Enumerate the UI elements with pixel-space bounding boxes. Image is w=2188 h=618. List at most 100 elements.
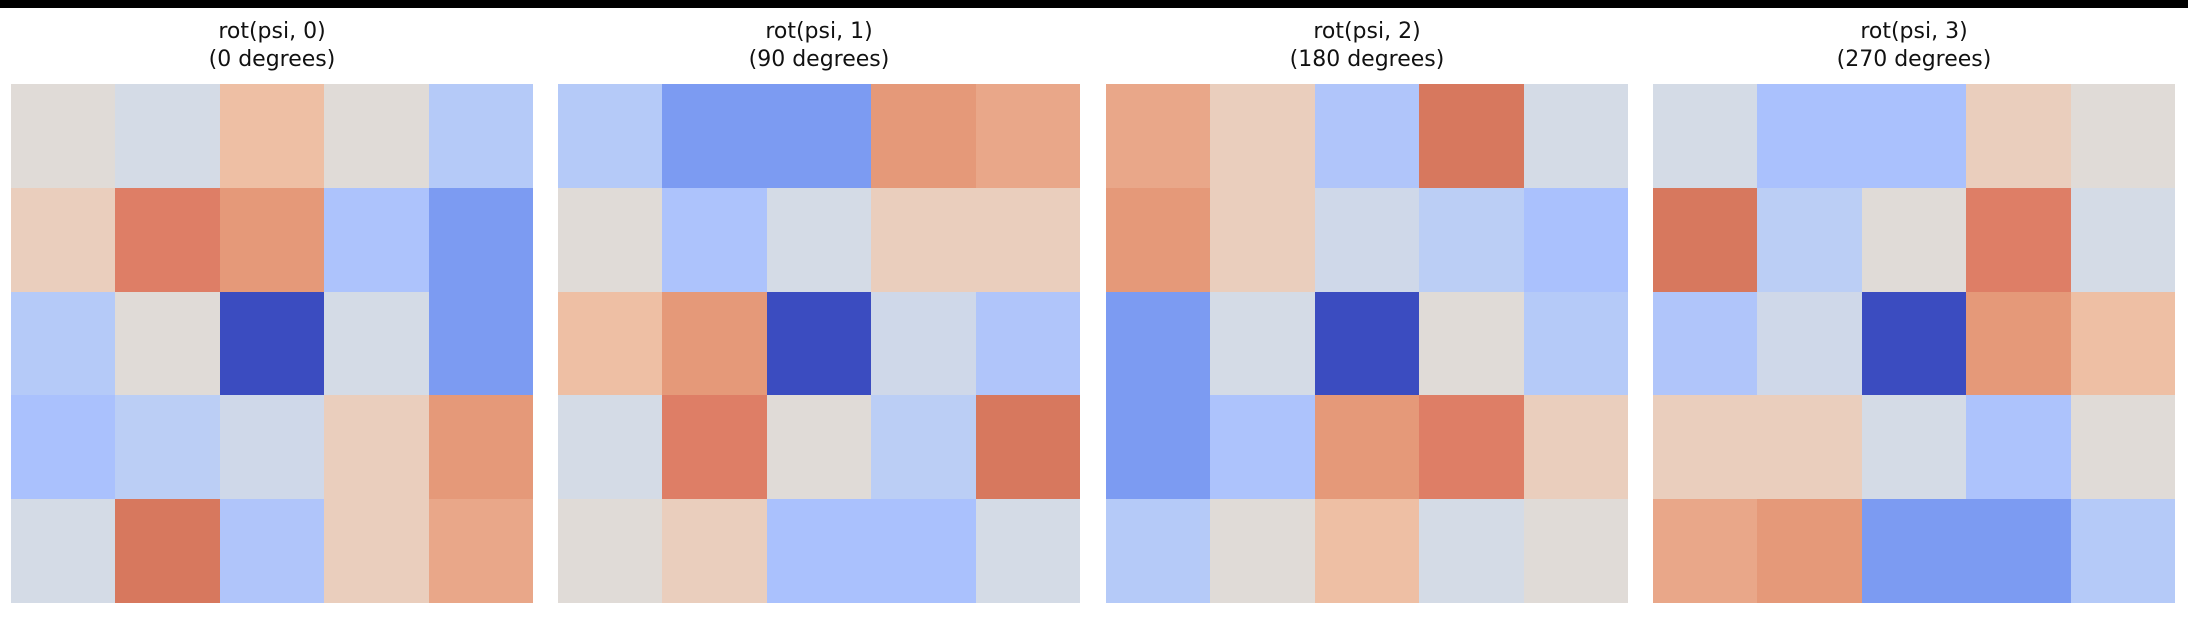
heatmap-cell [975,291,1080,396]
heatmap-cell [871,84,976,188]
heatmap-cell [1966,291,2071,396]
heatmap-cell [1210,84,1315,188]
heatmap-cell [1861,499,1967,603]
heatmap-cell [975,187,1080,292]
heatmap-cell [1106,291,1211,396]
heatmap-cell [219,187,325,292]
panel-title: rot(psi, 3) (270 degrees) [1653,18,2175,74]
heatmap-cell [871,499,976,603]
heatmap-cell [558,187,663,292]
heatmap-cell [1653,84,1758,188]
heatmap-cell [428,84,533,188]
panel-title-line1: rot(psi, 3) [1860,19,1968,44]
heatmap-cell [1757,291,1862,396]
heatmap-cell [324,291,429,396]
heatmap-cell [115,84,220,188]
heatmap-cell [558,395,663,500]
heatmap-cell [975,499,1080,603]
heatmap-cell [1757,499,1862,603]
heatmap-cell [11,395,116,500]
heatmap-cell [2070,291,2175,396]
heatmap-cell [1966,84,2071,188]
heatmap-cell [1106,187,1211,292]
heatmap-cell [766,291,872,396]
heatmap-cell [1210,499,1315,603]
heatmap-cell [428,395,533,500]
heatmap-cell [11,499,116,603]
heatmap-cell [1861,84,1967,188]
heatmap-cell [766,84,872,188]
heatmap-cell [1106,499,1211,603]
heatmap-grid [1653,84,2175,603]
heatmap-cell [324,395,429,500]
heatmap-cell [1314,84,1420,188]
heatmap-cell [1314,291,1420,396]
heatmap-cell [1653,187,1758,292]
panel-title: rot(psi, 0) (0 degrees) [11,18,533,74]
heatmap-panel: rot(psi, 3) (270 degrees) [1653,0,2175,618]
top-border [0,0,2188,8]
heatmap-cell [975,395,1080,500]
heatmap-cell [662,499,767,603]
heatmap-cell [1523,395,1628,500]
heatmap-cell [11,291,116,396]
panel-title-line2: (180 degrees) [1289,47,1445,72]
heatmap-cell [558,291,663,396]
heatmap-cell [1419,291,1524,396]
heatmap-cell [1314,395,1420,500]
heatmap-panel: rot(psi, 2) (180 degrees) [1106,0,1628,618]
heatmap-cell [115,187,220,292]
heatmap-cell [871,187,976,292]
heatmap-cell [1653,499,1758,603]
heatmap-cell [558,499,663,603]
heatmap-cell [1757,187,1862,292]
heatmap-panel: rot(psi, 0) (0 degrees) [11,0,533,618]
heatmap-cell [1523,499,1628,603]
panel-title-line2: (270 degrees) [1836,47,1992,72]
heatmap-cell [219,499,325,603]
heatmap-cell [324,499,429,603]
heatmap-grid [1106,84,1628,603]
heatmap-cell [766,499,872,603]
heatmap-cell [1419,187,1524,292]
heatmap-cell [428,499,533,603]
heatmap-cell [2070,84,2175,188]
heatmap-cell [1210,291,1315,396]
heatmap-cell [1106,84,1211,188]
heatmap-cell [766,395,872,500]
heatmap-cell [1966,395,2071,500]
heatmap-cell [2070,187,2175,292]
heatmap-cell [115,395,220,500]
heatmap-cell [1523,291,1628,396]
panel-title-line1: rot(psi, 2) [1313,19,1421,44]
heatmap-cell [662,187,767,292]
panel-title-line2: (0 degrees) [208,47,336,72]
heatmap-cell [558,84,663,188]
heatmap-cell [975,84,1080,188]
heatmap-cell [115,499,220,603]
panel-title-line1: rot(psi, 0) [218,19,326,44]
heatmap-cell [1210,395,1315,500]
heatmap-cell [219,291,325,396]
heatmap-cell [1314,187,1420,292]
heatmap-cell [662,291,767,396]
heatmap-cell [1966,499,2071,603]
heatmap-cell [2070,499,2175,603]
panel-title: rot(psi, 2) (180 degrees) [1106,18,1628,74]
heatmap-cell [324,84,429,188]
heatmap-cell [1210,187,1315,292]
heatmap-cell [1861,187,1967,292]
heatmap-cell [1757,395,1862,500]
heatmap-cell [1861,291,1967,396]
heatmap-grid [558,84,1080,603]
heatmap-cell [1966,187,2071,292]
panel-title: rot(psi, 1) (90 degrees) [558,18,1080,74]
heatmap-cell [2070,395,2175,500]
heatmap-cell [662,84,767,188]
heatmap-cell [766,187,872,292]
heatmap-cell [871,291,976,396]
heatmap-cell [1523,187,1628,292]
heatmap-grid [11,84,533,603]
heatmap-cell [1523,84,1628,188]
heatmap-cell [1757,84,1862,188]
